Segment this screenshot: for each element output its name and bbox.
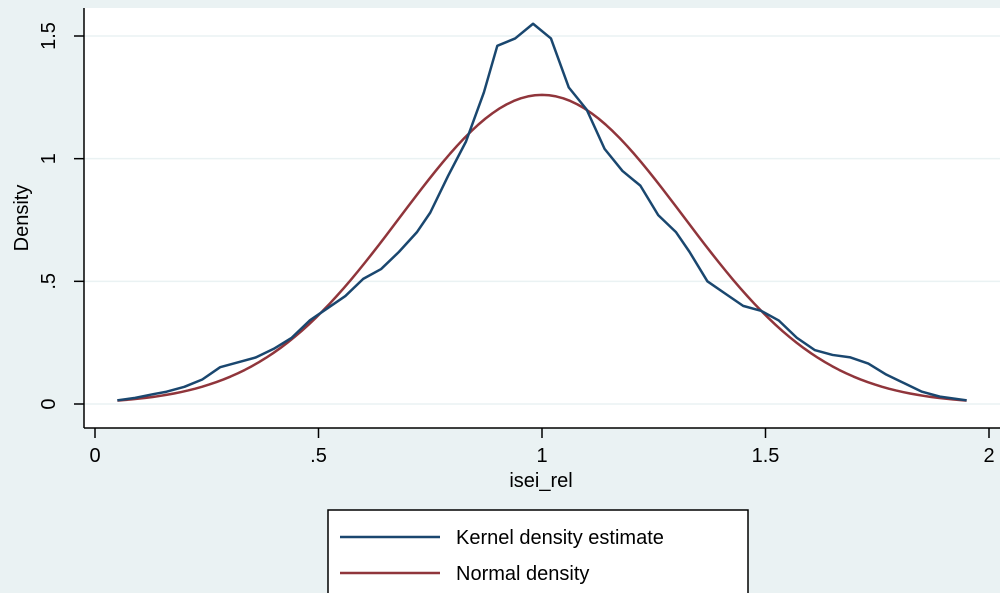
legend-label-kernel: Kernel density estimate xyxy=(456,527,664,549)
y-tick-label-3: 1.5 xyxy=(38,22,60,50)
series-line-kernel-density xyxy=(117,22,967,402)
x-tick-label-3: 1.5 xyxy=(752,445,780,467)
x-axis-title: isei_rel xyxy=(509,470,572,492)
x-tick-label-2: 1 xyxy=(536,445,547,467)
x-tick-label-0: 0 xyxy=(89,445,100,467)
plot-area xyxy=(84,8,1000,428)
series-line-normal-density xyxy=(117,93,967,402)
legend-box xyxy=(327,509,749,593)
y-tick-label-1: .5 xyxy=(38,273,60,290)
y-tick-label-0: 0 xyxy=(38,398,60,409)
y-axis-title: Density xyxy=(11,185,33,252)
legend: Kernel density estimate Normal density xyxy=(327,509,749,593)
axes: 0 .5 1 1.5 0 .5 1 1.5 2 xyxy=(38,8,1000,467)
x-tick-label-1: .5 xyxy=(310,445,327,467)
grid-lines xyxy=(84,35,1000,405)
series-group xyxy=(117,22,967,402)
legend-label-normal: Normal density xyxy=(456,563,589,585)
x-tick-label-4: 2 xyxy=(983,445,994,467)
y-tick-label-2: 1 xyxy=(38,153,60,164)
